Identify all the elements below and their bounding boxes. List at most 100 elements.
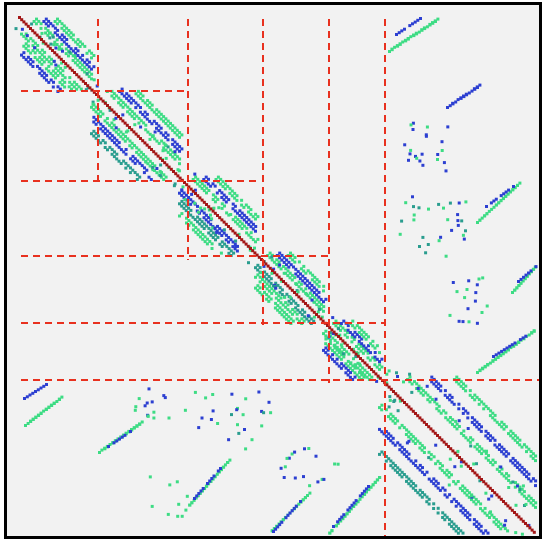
nonzero-entry	[280, 293, 284, 296]
nonzero-entry	[336, 520, 340, 524]
nonzero-entry	[509, 481, 513, 485]
nonzero-entry	[338, 348, 342, 352]
nonzero-entry	[502, 474, 506, 478]
nonzero-entry	[403, 27, 406, 31]
nonzero-entry	[272, 289, 276, 293]
nonzero-entry	[80, 68, 84, 72]
nonzero-entry	[465, 93, 469, 97]
nonzero-entry	[187, 219, 191, 223]
nonzero-entry	[402, 452, 406, 456]
nonzero-entry	[29, 420, 33, 423]
nonzero-entry	[467, 491, 471, 495]
nonzero-entry	[297, 280, 301, 284]
nonzero-entry	[265, 293, 269, 297]
nonzero-entry	[495, 467, 499, 471]
diagonal-entry	[62, 60, 65, 63]
nonzero-entry	[150, 108, 154, 112]
nonzero-entry	[108, 131, 112, 135]
nonzero-entry	[439, 384, 443, 388]
coupling-entry	[481, 276, 485, 280]
nonzero-entry	[112, 155, 116, 159]
nonzero-entry	[274, 527, 278, 531]
nonzero-entry	[99, 110, 103, 114]
coupling-entry	[162, 394, 166, 398]
nonzero-entry	[117, 101, 121, 105]
nonzero-entry	[52, 80, 55, 84]
nonzero-entry	[324, 351, 328, 355]
nonzero-entry	[108, 123, 111, 127]
nonzero-entry	[222, 231, 226, 235]
near-diagonal-entry	[57, 47, 61, 51]
nonzero-entry	[220, 245, 224, 248]
nonzero-entry	[63, 80, 67, 84]
nonzero-entry	[465, 493, 469, 497]
diagonal-entry	[317, 315, 321, 319]
diagonal-entry	[165, 163, 169, 167]
nonzero-entry	[481, 531, 485, 535]
nonzero-entry	[276, 525, 280, 529]
diagonal-entry	[460, 458, 464, 462]
nonzero-entry	[509, 434, 513, 438]
near-diagonal-entry	[158, 169, 162, 173]
nonzero-entry	[516, 461, 520, 465]
nonzero-entry	[60, 42, 64, 46]
nonzero-entry	[443, 518, 447, 522]
nonzero-entry	[44, 17, 48, 21]
near-diagonal-entry	[108, 108, 112, 112]
coupling-entry	[152, 416, 156, 420]
nonzero-entry	[467, 91, 471, 95]
nonzero-entry	[456, 480, 460, 483]
near-diagonal-entry	[521, 484, 525, 488]
nonzero-entry	[162, 141, 166, 145]
nonzero-entry	[233, 204, 237, 208]
nonzero-entry	[215, 472, 219, 476]
nonzero-entry	[342, 364, 346, 368]
nonzero-entry	[135, 173, 139, 177]
nonzero-entry	[68, 76, 72, 80]
nonzero-entry	[452, 497, 456, 501]
coupling-entry	[237, 431, 241, 435]
nonzero-entry	[380, 408, 384, 412]
nonzero-entry	[317, 280, 321, 284]
near-diagonal-entry	[164, 156, 168, 160]
nonzero-entry	[180, 147, 184, 151]
near-diagonal-entry	[273, 285, 277, 288]
nonzero-entry	[483, 506, 487, 510]
nonzero-entry	[448, 493, 452, 497]
nonzero-entry	[249, 225, 253, 229]
nonzero-entry	[198, 180, 202, 184]
coupling-entry	[412, 213, 416, 217]
diagonal-entry	[29, 27, 32, 30]
nonzero-entry	[461, 506, 465, 510]
nonzero-entry	[368, 373, 371, 377]
nonzero-entry	[384, 455, 388, 458]
nonzero-entry	[419, 17, 422, 20]
nonzero-entry	[269, 297, 273, 301]
nonzero-entry	[254, 240, 257, 244]
nonzero-entry	[529, 479, 533, 483]
nonzero-entry	[525, 450, 528, 454]
nonzero-entry	[164, 131, 168, 135]
nonzero-entry	[497, 351, 501, 355]
nonzero-entry	[502, 447, 506, 451]
nonzero-entry	[492, 520, 496, 524]
nonzero-entry	[92, 129, 96, 133]
nonzero-entry	[101, 139, 105, 142]
nonzero-entry	[400, 29, 404, 33]
nonzero-entry	[138, 161, 142, 165]
nonzero-entry	[173, 140, 177, 144]
coupling-entry	[436, 153, 440, 156]
nonzero-entry	[282, 265, 285, 268]
diagonal-entry	[414, 412, 417, 415]
diagonal-entry	[147, 145, 151, 149]
nonzero-entry	[513, 485, 517, 489]
nonzero-entry	[141, 157, 145, 161]
nonzero-entry	[440, 468, 444, 472]
nonzero-entry	[277, 298, 281, 302]
nonzero-entry	[522, 490, 526, 494]
nonzero-entry	[124, 161, 128, 165]
coupling-entry	[236, 423, 239, 427]
nonzero-entry	[173, 126, 177, 130]
nonzero-entry	[101, 125, 105, 128]
nonzero-entry	[263, 280, 267, 284]
